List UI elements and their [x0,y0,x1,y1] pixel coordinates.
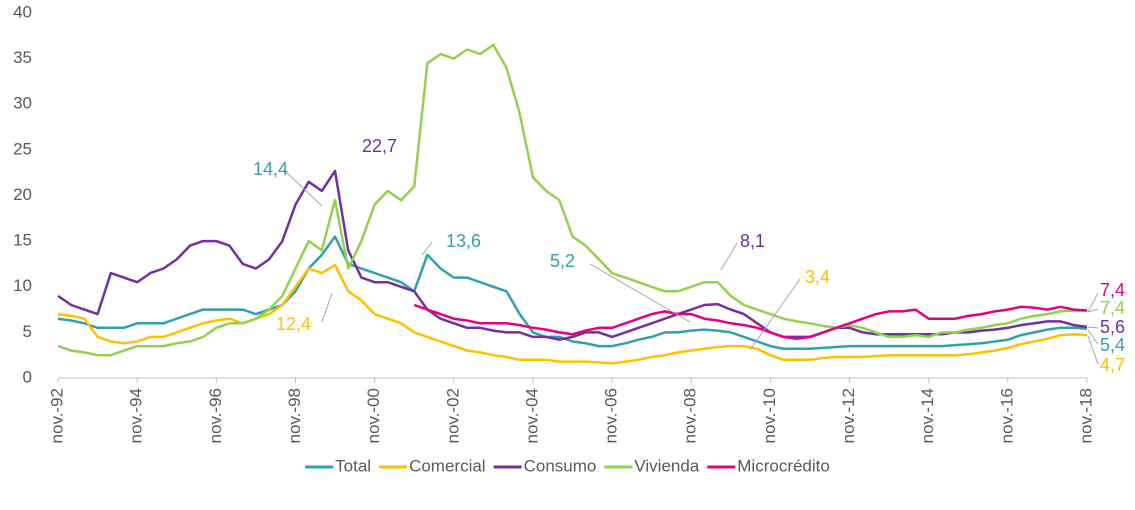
x-tick-label: nov.-94 [127,388,146,443]
legend-label: Comercial [409,456,486,475]
leader-line [321,292,333,323]
y-tick-label: 15 [13,231,32,250]
annotation: 8,1 [740,231,765,251]
annotation: 3,4 [805,267,830,287]
x-tick-label: nov.-00 [364,388,383,443]
x-tick-label: nov.-16 [997,388,1016,443]
x-tick-label: nov.-12 [839,388,858,443]
x-tick-label: nov.-08 [681,388,700,443]
annotation: 14,4 [253,159,288,179]
legend-label: Total [335,456,371,475]
x-tick-label: nov.-18 [1076,388,1095,443]
leader-line [1087,329,1099,345]
y-tick-label: 30 [13,94,32,113]
x-tick-label: nov.-96 [206,388,225,443]
annotation: 7,4 [1100,280,1125,300]
y-tick-label: 10 [13,276,32,295]
x-tick-label: nov.-98 [285,388,304,443]
legend-label: Consumo [524,456,597,475]
series-line [57,235,1088,351]
series-line [57,43,1087,357]
annotation: 7,4 [1100,298,1125,318]
leader-line [283,169,323,207]
annotation: 5,6 [1100,317,1125,337]
x-tick-label: nov.-10 [760,388,779,443]
x-tick-label: nov.-02 [443,388,462,443]
x-tick-label: nov.-06 [602,388,621,443]
leader-line [720,242,738,271]
leader-line [1087,326,1099,329]
annotation: 13,6 [446,231,481,251]
annotation: 4,7 [1100,355,1125,375]
leader-line [1087,292,1099,313]
leader-line [421,241,433,256]
leader-line [1087,335,1099,365]
y-tick-label: 0 [23,367,32,386]
y-tick-label: 40 [13,2,32,21]
series-line [57,263,1088,365]
legend-label: Vivienda [634,456,699,475]
x-tick-label: nov.-92 [47,388,66,443]
leader-line [749,278,801,351]
y-tick-label: 5 [23,322,32,341]
y-tick-label: 35 [13,48,32,67]
legend: Total Comercial Consumo Vivienda Microcrédit… [305,456,830,475]
series-line [413,303,1088,341]
annotation: 5,4 [1100,335,1125,355]
leader-line [589,263,691,323]
annotation: 5,2 [550,251,575,271]
annotation: 22,7 [362,136,397,156]
y-tick-label: 25 [13,139,32,158]
leader-line [1087,308,1099,313]
annotation: 12,4 [276,314,311,334]
legend-label: Microcrédito [737,456,830,475]
x-tick-label: nov.-04 [522,388,541,443]
y-tick-label: 20 [13,185,32,204]
x-tick-label: nov.-14 [918,388,937,443]
